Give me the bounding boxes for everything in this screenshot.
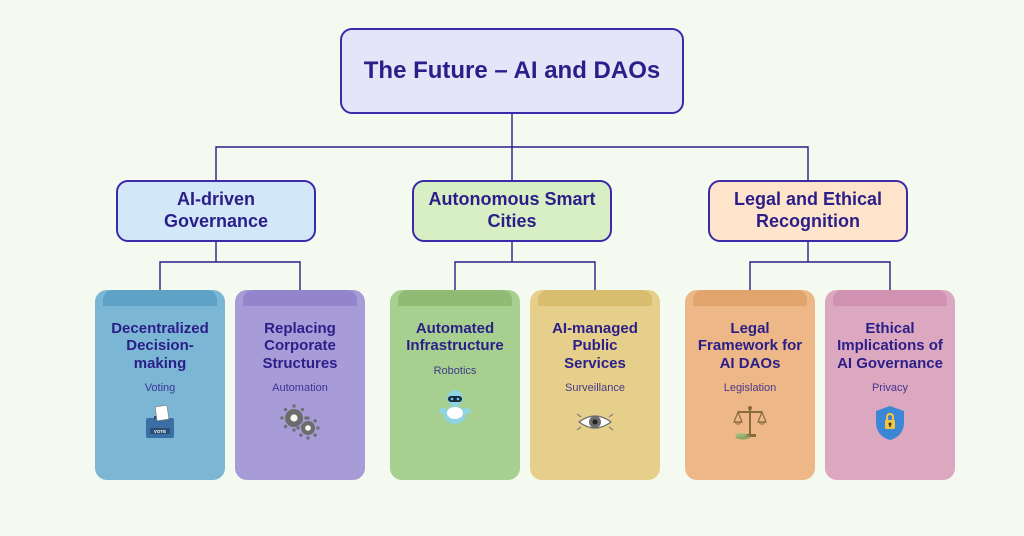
- leaf-title: Legal Framework for AI DAOs: [695, 320, 805, 372]
- leaf-title: Ethical Implications of AI Governance: [835, 320, 945, 372]
- leaf-card: Automated Infrastructure Robotics: [390, 290, 520, 480]
- leaf-tab: [398, 290, 512, 306]
- leaf-card: Replacing Corporate Structures Automation: [235, 290, 365, 480]
- leaf-body: Replacing Corporate Structures Automation: [235, 306, 365, 452]
- leaf-subtitle: Surveillance: [540, 382, 650, 394]
- leaf-body: AI-managed Public Services Surveillance: [530, 306, 660, 452]
- shield-lock-icon: [835, 400, 945, 444]
- leaf-body: Automated Infrastructure Robotics: [390, 306, 520, 435]
- branch-title: Legal and Ethical Recognition: [724, 189, 892, 232]
- leaf-subtitle: Automation: [245, 382, 355, 394]
- leaf-title: Automated Infrastructure: [400, 320, 510, 355]
- leaf-card: Decentralized Decision-making Voting VOTE: [95, 290, 225, 480]
- leaf-card: Legal Framework for AI DAOs Legislation: [685, 290, 815, 480]
- leaf-title: AI-managed Public Services: [540, 320, 650, 372]
- leaf-card: AI-managed Public Services Surveillance: [530, 290, 660, 480]
- leaf-tab: [243, 290, 357, 306]
- branch-title: Autonomous Smart Cities: [428, 189, 596, 232]
- leaf-body: Decentralized Decision-making Voting VOTE: [95, 306, 225, 452]
- leaf-body: Legal Framework for AI DAOs Legislation: [685, 306, 815, 452]
- leaf-subtitle: Robotics: [400, 365, 510, 377]
- gears-icon: [245, 400, 355, 444]
- leaf-title: Decentralized Decision-making: [105, 320, 215, 372]
- ballot-icon: VOTE: [105, 400, 215, 444]
- robot-icon: [400, 383, 510, 427]
- leaf-body: Ethical Implications of AI Governance Pri…: [825, 306, 955, 452]
- root-node: The Future – AI and DAOs: [340, 28, 684, 114]
- scales-icon: [695, 400, 805, 444]
- branch-title: AI-driven Governance: [132, 189, 300, 232]
- leaf-subtitle: Voting: [105, 382, 215, 394]
- branch-node: AI-driven Governance: [116, 180, 316, 242]
- branch-node: Autonomous Smart Cities: [412, 180, 612, 242]
- leaf-card: Ethical Implications of AI Governance Pri…: [825, 290, 955, 480]
- svg-text:VOTE: VOTE: [154, 429, 166, 434]
- leaf-tab: [538, 290, 652, 306]
- leaf-subtitle: Legislation: [695, 382, 805, 394]
- leaf-tab: [103, 290, 217, 306]
- leaf-tab: [833, 290, 947, 306]
- eye-icon: [540, 400, 650, 444]
- leaf-tab: [693, 290, 807, 306]
- root-title: The Future – AI and DAOs: [364, 57, 660, 86]
- leaf-subtitle: Privacy: [835, 382, 945, 394]
- branch-node: Legal and Ethical Recognition: [708, 180, 908, 242]
- leaf-title: Replacing Corporate Structures: [245, 320, 355, 372]
